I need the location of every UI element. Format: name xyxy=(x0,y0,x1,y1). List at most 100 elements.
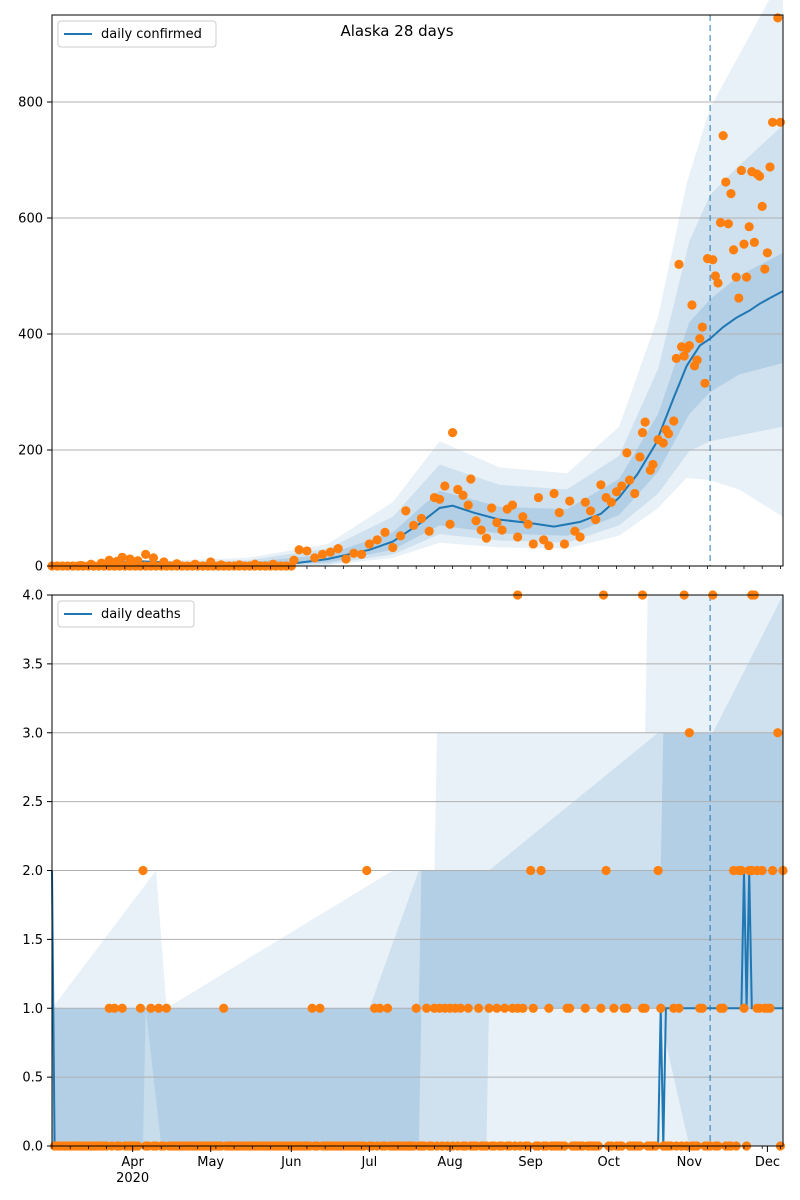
observed-point xyxy=(533,492,544,503)
observed-point xyxy=(289,555,299,565)
y-tick-label: 2.0 xyxy=(22,864,43,879)
y-tick-label: 3.5 xyxy=(22,657,43,672)
confirmed-uncertainty-bands xyxy=(52,0,783,567)
y-tick-label: 800 xyxy=(18,96,43,111)
observed-point xyxy=(325,547,335,557)
observed-point xyxy=(544,541,554,551)
observed-point xyxy=(630,488,640,499)
observed-point xyxy=(500,1003,510,1013)
observed-point xyxy=(341,554,351,564)
observed-point xyxy=(458,490,468,500)
observed-point xyxy=(697,322,707,332)
observed-point xyxy=(518,1003,528,1013)
observed-point xyxy=(268,559,278,569)
observed-point xyxy=(744,222,754,232)
observed-point xyxy=(559,539,570,549)
observed-point xyxy=(591,515,601,525)
observed-point xyxy=(658,438,668,448)
deaths-legend-box xyxy=(57,600,195,628)
observed-point xyxy=(731,272,741,282)
y-tick-label: 2.5 xyxy=(22,795,43,810)
observed-point xyxy=(679,351,689,361)
observed-point xyxy=(117,552,127,562)
observed-point xyxy=(161,1003,172,1013)
observed-point xyxy=(622,448,632,458)
observed-point xyxy=(372,535,382,545)
observed-point xyxy=(718,1003,728,1013)
observed-point xyxy=(715,218,726,228)
observed-point xyxy=(513,532,523,542)
observed-point xyxy=(609,1003,619,1013)
observed-point xyxy=(601,865,611,876)
x-tick-label: Oct xyxy=(597,1155,619,1170)
observed-point xyxy=(669,416,679,426)
observed-point xyxy=(640,1003,650,1013)
observed-point xyxy=(356,549,367,560)
observed-point xyxy=(408,520,419,531)
observed-point xyxy=(518,512,528,522)
y-tick-label: 1.5 xyxy=(22,933,43,948)
observed-point xyxy=(671,353,681,363)
observed-point xyxy=(148,553,159,563)
observed-point xyxy=(526,865,536,876)
deaths-legend-label: daily deaths xyxy=(101,607,181,622)
observed-point xyxy=(596,1003,606,1013)
observed-point xyxy=(721,177,731,187)
observed-point xyxy=(760,264,770,274)
observed-point xyxy=(739,239,749,249)
observed-point xyxy=(424,526,434,536)
observed-point xyxy=(492,1003,502,1013)
x-tick-year-label: 2020 xyxy=(116,1171,149,1186)
observed-point xyxy=(624,475,635,485)
observed-point xyxy=(333,544,343,554)
observed-point xyxy=(713,278,723,288)
observed-point xyxy=(463,500,473,510)
observed-point xyxy=(250,559,260,569)
y-tick-label: 600 xyxy=(18,212,43,227)
observed-point xyxy=(317,549,328,560)
y-tick-label: 400 xyxy=(18,328,43,343)
observed-point xyxy=(718,131,728,141)
observed-point xyxy=(663,429,674,439)
observed-point xyxy=(445,519,455,529)
observed-point xyxy=(736,865,746,876)
deaths-inner-band xyxy=(52,732,783,1146)
observed-point xyxy=(767,117,778,127)
observed-point xyxy=(749,237,759,247)
observed-point xyxy=(674,259,684,269)
observed-point xyxy=(775,117,785,127)
observed-point xyxy=(653,865,663,876)
observed-point xyxy=(710,271,720,281)
deaths-axes-frame xyxy=(51,594,784,1147)
observed-point xyxy=(416,513,427,524)
observed-point xyxy=(471,516,481,526)
observed-point xyxy=(606,497,616,507)
observed-point xyxy=(133,556,143,566)
observed-point xyxy=(497,525,507,535)
observed-point xyxy=(411,1003,421,1013)
observed-point xyxy=(146,1003,156,1013)
y-tick-label: 0 xyxy=(35,560,43,575)
x-tick-label: Jun xyxy=(280,1155,301,1170)
observed-point xyxy=(463,1003,473,1013)
observed-point xyxy=(138,865,148,876)
x-tick-label: Nov xyxy=(677,1155,703,1170)
observed-point xyxy=(739,1003,749,1013)
observed-point xyxy=(684,728,694,738)
observed-point xyxy=(487,503,497,513)
observed-point xyxy=(757,201,767,211)
observed-point xyxy=(172,559,182,569)
observed-point xyxy=(674,1003,684,1013)
observed-point xyxy=(640,417,650,427)
confirmed-legend: daily confirmed xyxy=(57,20,217,48)
observed-point xyxy=(388,542,398,553)
y-tick-label: 1.0 xyxy=(22,1002,43,1017)
x-tick-label: Jul xyxy=(361,1155,378,1170)
observed-point xyxy=(754,171,765,181)
observed-point xyxy=(692,355,702,365)
observed-point xyxy=(422,1003,432,1013)
observed-point xyxy=(435,494,445,504)
observed-point xyxy=(507,500,518,510)
observed-point xyxy=(380,527,390,537)
